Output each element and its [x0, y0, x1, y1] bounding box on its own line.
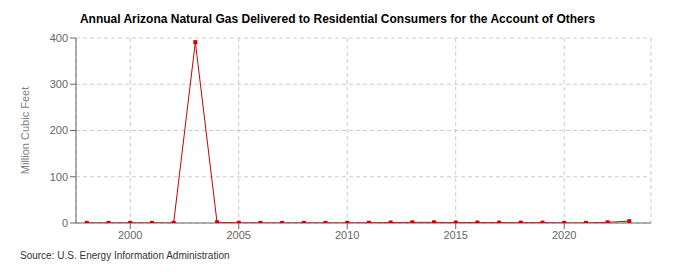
- svg-text:0: 0: [62, 217, 68, 229]
- svg-text:2010: 2010: [335, 229, 359, 241]
- svg-text:400: 400: [50, 32, 68, 44]
- svg-text:2020: 2020: [552, 229, 576, 241]
- svg-text:2000: 2000: [118, 229, 142, 241]
- html-text:Source: U.S. Energy Informatio: Source: U.S. Energy Information Administ…: [20, 250, 230, 261]
- svg-text:200: 200: [50, 124, 68, 136]
- svg-text:100: 100: [50, 171, 68, 183]
- svg-text:300: 300: [50, 78, 68, 90]
- html-text:Annual Arizona Natural Gas Del: Annual Arizona Natural Gas Delivered to …: [79, 12, 596, 26]
- svg-text:2005: 2005: [226, 229, 250, 241]
- svg-text:2015: 2015: [443, 229, 467, 241]
- svg-text:Million Cubic Feet: Million Cubic Feet: [19, 87, 31, 174]
